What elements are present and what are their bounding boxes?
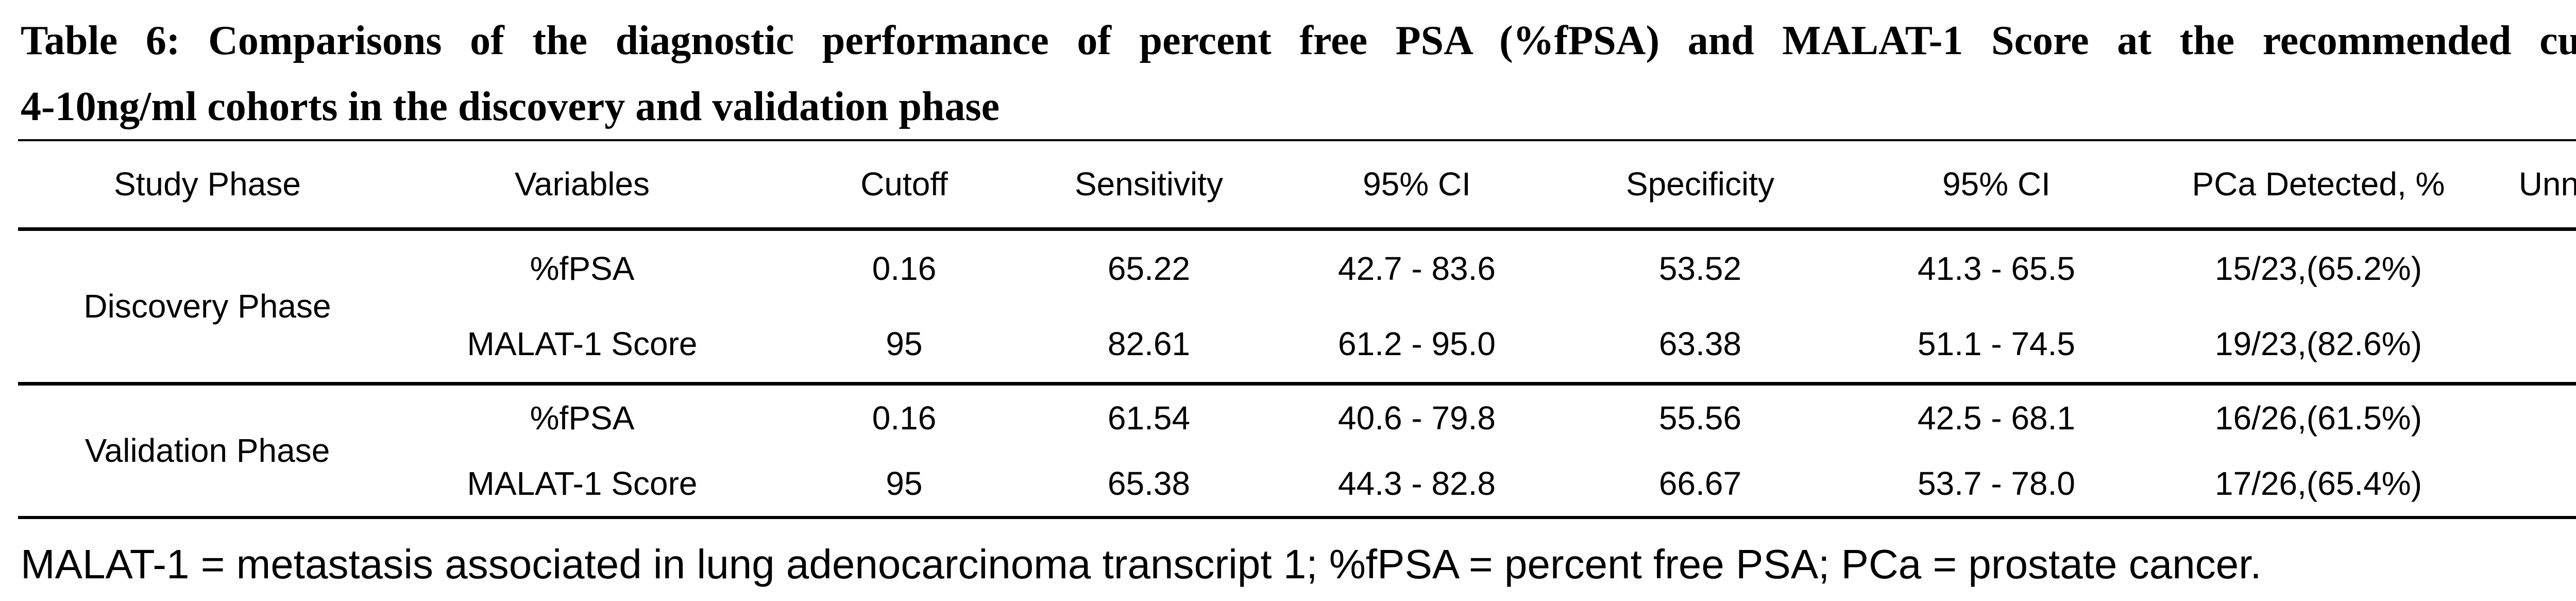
cell-sensitivity-ci: 44.3 - 82.8	[1338, 464, 1496, 502]
cell-sensitivity-ci: 42.7 - 83.6	[1338, 249, 1496, 287]
cell-sensitivity-ci: 40.6 - 79.8	[1338, 399, 1496, 437]
cell-variable: %fPSA	[530, 249, 635, 287]
col-header-specificity: Specificity	[1625, 165, 1775, 203]
cell-cutoff: 0.16	[872, 399, 937, 437]
cell-sensitivity: 82.61	[1107, 325, 1191, 363]
cell-specificity-ci: 51.1 - 74.5	[1918, 325, 2075, 363]
table-title-line1: Table 6: Comparisons of the diagnostic p…	[21, 18, 2576, 63]
cell-pca-detected: 19/23,(82.6%)	[2214, 325, 2422, 363]
cell-pca-detected: 15/23,(65.2%)	[2214, 249, 2422, 287]
cell-specificity-ci: 53.7 - 78.0	[1918, 464, 2075, 502]
cell-biopsies-avoided: 39/71,(54.9%)	[2468, 229, 2576, 306]
discovery-phase-group: Discovery Phase %fPSA 0.16 65.22 42.7 - …	[18, 229, 2576, 383]
cell-variable: %fPSA	[530, 399, 635, 437]
col-header-pca-detected: PCa Detected, %	[2192, 165, 2445, 203]
table-row-validation-malat1: MALAT-1 Score 95 65.38 44.3 - 82.8 66.67…	[18, 450, 2576, 517]
header-row: Study Phase Variables Cutoff Sensitivity…	[18, 140, 2576, 229]
cell-pca-detected: 16/26,(61.5%)	[2214, 399, 2422, 437]
col-header-variables: Variables	[514, 165, 650, 203]
cell-biopsies-avoided: 35/63,(55.5%)	[2468, 383, 2576, 450]
table-header: Study Phase Variables Cutoff Sensitivity…	[18, 140, 2576, 229]
cell-variable: MALAT-1 Score	[467, 464, 698, 502]
table-row-discovery-malat1: MALAT-1 Score 95 82.61 61.2 - 95.0 63.38…	[18, 306, 2576, 383]
cell-specificity-ci: 42.5 - 68.1	[1918, 399, 2075, 437]
cell-cutoff: 0.16	[872, 249, 937, 287]
cell-biopsies-avoided: 43/63,(68.3%)	[2468, 450, 2576, 517]
cell-sensitivity: 65.38	[1107, 464, 1191, 502]
cell-variable: MALAT-1 Score	[467, 325, 698, 363]
footnote: MALAT-1 = metastasis associated in lung …	[21, 541, 2262, 587]
cell-biopsies-avoided: 44/71,(62.0%)	[2468, 306, 2576, 383]
col-header-specificity-ci: 95% CI	[1942, 165, 2050, 203]
col-header-sensitivity: Sensitivity	[1074, 165, 1224, 203]
cell-sensitivity: 61.54	[1107, 399, 1191, 437]
col-header-biopsies-avoided: Unnecessary Biopsies avoided, %	[2518, 165, 2576, 203]
cell-specificity: 55.56	[1658, 399, 1742, 437]
cell-sensitivity: 65.22	[1107, 249, 1191, 287]
cell-specificity: 53.52	[1658, 249, 1742, 287]
phase-label-discovery: Discovery Phase	[83, 288, 331, 325]
results-table: Study Phase Variables Cutoff Sensitivity…	[18, 139, 2576, 519]
cell-specificity: 63.38	[1658, 325, 1742, 363]
cell-pca-detected: 17/26,(65.4%)	[2214, 464, 2422, 502]
table-row-validation-fpsa: Validation Phase %fPSA 0.16 61.54 40.6 -…	[18, 383, 2576, 470]
cell-specificity: 66.67	[1658, 464, 1742, 502]
cell-specificity-ci: 41.3 - 65.5	[1918, 249, 2075, 287]
cell-sensitivity-ci: 61.2 - 95.0	[1338, 325, 1496, 363]
col-header-cutoff: Cutoff	[860, 165, 948, 203]
phase-label-validation: Validation Phase	[84, 432, 330, 470]
table-row-discovery-fpsa: Discovery Phase %fPSA 0.16 65.22 42.7 - …	[18, 229, 2576, 325]
col-header-sensitivity-ci: 95% CI	[1363, 165, 1471, 203]
table-title-line2: 4-10ng/ml cohorts in the discovery and v…	[21, 84, 1000, 129]
validation-phase-group: Validation Phase %fPSA 0.16 61.54 40.6 -…	[18, 383, 2576, 517]
col-header-study-phase: Study Phase	[114, 165, 301, 203]
cell-cutoff: 95	[886, 464, 923, 502]
cell-cutoff: 95	[886, 325, 923, 363]
table-title: Table 6: Comparisons of the diagnostic p…	[21, 9, 2576, 138]
